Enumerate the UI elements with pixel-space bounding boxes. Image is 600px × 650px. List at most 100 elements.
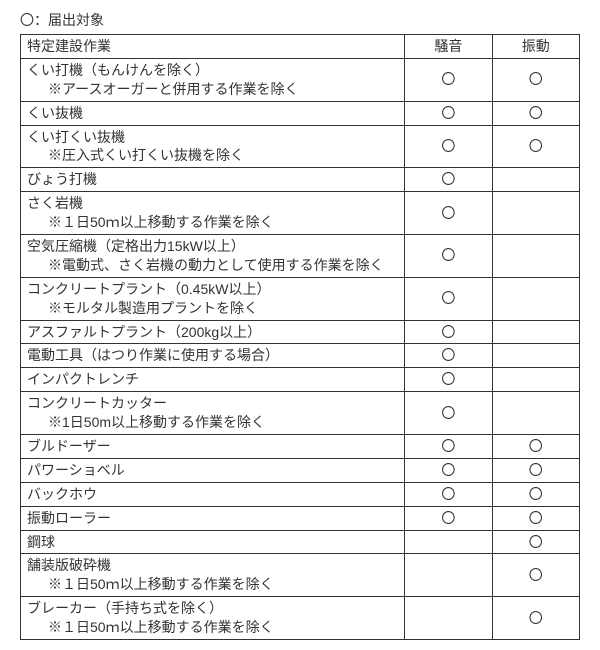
- work-main-text: ブレーカー（手持ち式を除く）: [27, 600, 223, 616]
- work-note-text: ※１日50ｍ以上移動する作業を除く: [27, 618, 398, 637]
- cell-work: ブルドーザー: [21, 435, 405, 459]
- cell-noise-mark: 〇: [405, 435, 492, 459]
- table-row: くい抜機 〇〇: [21, 101, 580, 125]
- cell-noise-mark: [405, 597, 492, 640]
- cell-noise-mark: 〇: [405, 458, 492, 482]
- cell-vibration-mark: 〇: [492, 125, 579, 168]
- cell-noise-mark: [405, 554, 492, 597]
- header-vibration: 振動: [492, 35, 579, 59]
- work-main-text: インパクトレンチ: [27, 371, 139, 387]
- cell-work: くい抜機: [21, 101, 405, 125]
- cell-vibration-mark: 〇: [492, 58, 579, 101]
- work-main-text: 舗装版破砕機: [27, 557, 111, 573]
- cell-vibration-mark: [492, 277, 579, 320]
- construction-work-table: 特定建設作業 騒音 振動 くい打機（もんけんを除く） ※アースオーガーと併用する作…: [20, 34, 580, 640]
- table-row: 舗装版破砕機 ※１日50ｍ以上移動する作業を除く 〇: [21, 554, 580, 597]
- table-row: 空気圧縮機（定格出力15kW以上） ※電動式、さく岩機の動力として使用する作業を除…: [21, 235, 580, 278]
- work-main-text: 電動工具（はつり作業に使用する場合）: [27, 347, 279, 363]
- work-main-text: パワーショベル: [27, 462, 125, 478]
- cell-noise-mark: 〇: [405, 320, 492, 344]
- table-row: ブルドーザー 〇〇: [21, 435, 580, 459]
- cell-vibration-mark: [492, 235, 579, 278]
- cell-noise-mark: 〇: [405, 235, 492, 278]
- cell-noise-mark: 〇: [405, 192, 492, 235]
- header-noise: 騒音: [405, 35, 492, 59]
- cell-work: 空気圧縮機（定格出力15kW以上） ※電動式、さく岩機の動力として使用する作業を除…: [21, 235, 405, 278]
- table-row: コンクリートカッター ※1日50m以上移動する作業を除く〇: [21, 392, 580, 435]
- cell-work: バックホウ: [21, 482, 405, 506]
- work-note-text: ※１日50ｍ以上移動する作業を除く: [27, 213, 398, 232]
- cell-work: 鋼球: [21, 530, 405, 554]
- work-main-text: くい打くい抜機: [27, 129, 125, 145]
- cell-noise-mark: 〇: [405, 277, 492, 320]
- cell-noise-mark: 〇: [405, 506, 492, 530]
- cell-vibration-mark: 〇: [492, 435, 579, 459]
- cell-noise-mark: 〇: [405, 101, 492, 125]
- cell-work: 振動ローラー: [21, 506, 405, 530]
- cell-noise-mark: [405, 530, 492, 554]
- cell-work: くい打くい抜機※圧入式くい打くい抜機を除く: [21, 125, 405, 168]
- cell-noise-mark: 〇: [405, 125, 492, 168]
- table-row: コンクリートプラント（0.45kW以上） ※モルタル製造用プラントを除く〇: [21, 277, 580, 320]
- cell-vibration-mark: [492, 368, 579, 392]
- cell-work: びょう打機: [21, 168, 405, 192]
- work-main-text: 鋼球: [27, 534, 55, 550]
- work-main-text: くい抜機: [27, 105, 83, 121]
- header-work: 特定建設作業: [21, 35, 405, 59]
- cell-work: アスファルトプラント（200kg以上）: [21, 320, 405, 344]
- work-main-text: くい打機（もんけんを除く）: [27, 62, 209, 78]
- cell-work: 舗装版破砕機 ※１日50ｍ以上移動する作業を除く: [21, 554, 405, 597]
- table-row: くい打くい抜機※圧入式くい打くい抜機を除く〇〇: [21, 125, 580, 168]
- cell-noise-mark: 〇: [405, 168, 492, 192]
- work-main-text: 空気圧縮機（定格出力15kW以上）: [27, 238, 245, 254]
- cell-work: コンクリートカッター ※1日50m以上移動する作業を除く: [21, 392, 405, 435]
- cell-noise-mark: 〇: [405, 392, 492, 435]
- cell-work: くい打機（もんけんを除く） ※アースオーガーと併用する作業を除く: [21, 58, 405, 101]
- table-row: パワーショベル 〇〇: [21, 458, 580, 482]
- table-row: さく岩機 ※１日50ｍ以上移動する作業を除く〇: [21, 192, 580, 235]
- table-header-row: 特定建設作業 騒音 振動: [21, 35, 580, 59]
- table-row: ブレーカー（手持ち式を除く）※１日50ｍ以上移動する作業を除く〇: [21, 597, 580, 640]
- work-note-text: ※圧入式くい打くい抜機を除く: [27, 146, 398, 165]
- cell-vibration-mark: 〇: [492, 530, 579, 554]
- cell-vibration-mark: [492, 320, 579, 344]
- table-row: アスファルトプラント（200kg以上） 〇: [21, 320, 580, 344]
- cell-vibration-mark: 〇: [492, 101, 579, 125]
- work-main-text: 振動ローラー: [27, 510, 111, 526]
- cell-work: パワーショベル: [21, 458, 405, 482]
- cell-noise-mark: 〇: [405, 368, 492, 392]
- table-row: 電動工具（はつり作業に使用する場合） 〇: [21, 344, 580, 368]
- work-main-text: びょう打機: [27, 171, 97, 187]
- work-note-text: ※１日50ｍ以上移動する作業を除く: [27, 575, 398, 594]
- work-note-text: ※アースオーガーと併用する作業を除く: [27, 80, 398, 99]
- cell-vibration-mark: 〇: [492, 482, 579, 506]
- work-main-text: バックホウ: [27, 486, 97, 502]
- work-main-text: コンクリートプラント（0.45kW以上）: [27, 281, 270, 297]
- cell-vibration-mark: 〇: [492, 554, 579, 597]
- cell-vibration-mark: [492, 344, 579, 368]
- cell-vibration-mark: 〇: [492, 458, 579, 482]
- work-main-text: アスファルトプラント（200kg以上）: [27, 324, 261, 340]
- cell-vibration-mark: 〇: [492, 506, 579, 530]
- work-note-text: ※1日50m以上移動する作業を除く: [27, 413, 398, 432]
- work-main-text: コンクリートカッター: [27, 395, 167, 411]
- table-row: 鋼球 〇: [21, 530, 580, 554]
- cell-vibration-mark: [492, 392, 579, 435]
- cell-noise-mark: 〇: [405, 344, 492, 368]
- table-row: 振動ローラー 〇〇: [21, 506, 580, 530]
- cell-work: 電動工具（はつり作業に使用する場合）: [21, 344, 405, 368]
- cell-work: コンクリートプラント（0.45kW以上） ※モルタル製造用プラントを除く: [21, 277, 405, 320]
- work-note-text: ※モルタル製造用プラントを除く: [27, 299, 398, 318]
- table-row: びょう打機 〇: [21, 168, 580, 192]
- cell-vibration-mark: [492, 192, 579, 235]
- work-main-text: ブルドーザー: [27, 438, 111, 454]
- cell-vibration-mark: [492, 168, 579, 192]
- work-main-text: さく岩機: [27, 195, 83, 211]
- cell-work: インパクトレンチ: [21, 368, 405, 392]
- work-note-text: ※電動式、さく岩機の動力として使用する作業を除く: [27, 256, 398, 275]
- table-row: バックホウ〇〇: [21, 482, 580, 506]
- table-row: インパクトレンチ 〇: [21, 368, 580, 392]
- cell-noise-mark: 〇: [405, 58, 492, 101]
- cell-work: さく岩機 ※１日50ｍ以上移動する作業を除く: [21, 192, 405, 235]
- cell-work: ブレーカー（手持ち式を除く） ※１日50ｍ以上移動する作業を除く: [21, 597, 405, 640]
